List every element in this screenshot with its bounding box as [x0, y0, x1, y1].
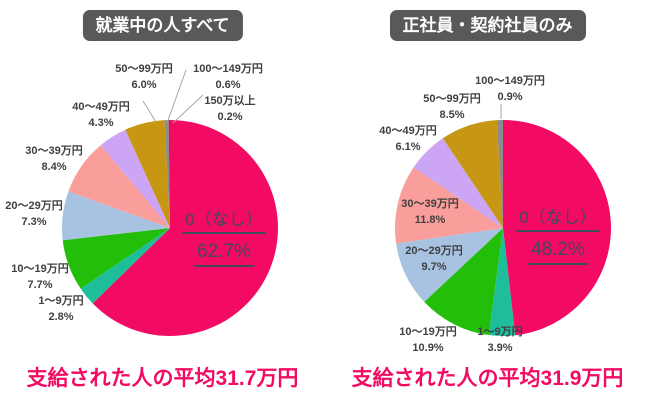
pie-slice-7 — [496, 120, 503, 228]
pie-slice-0 — [92, 120, 278, 336]
pie-slice-0 — [503, 120, 611, 336]
pie-slice-4 — [395, 167, 503, 244]
pie-slice-6 — [442, 120, 503, 228]
pie-slice-6 — [125, 120, 170, 228]
pie-chart-svg — [62, 69, 278, 336]
pie-chart-all-workers: 就業中の人すべて 支給された人の平均31.7万円 0（なし） 62.7% 1〜9万円… — [5, 10, 299, 390]
average-caption: 支給された人の平均31.7万円 — [26, 367, 299, 390]
leader-line — [142, 100, 157, 123]
pie-slice-3 — [396, 228, 503, 302]
pie-slice-3 — [62, 191, 170, 241]
pie-slice-1 — [488, 228, 516, 336]
pie-slice-1 — [80, 228, 170, 304]
pie-slice-5 — [413, 138, 503, 228]
leader-line — [172, 94, 204, 124]
pie-chart-svg — [395, 104, 611, 336]
pie-slice-5 — [100, 129, 170, 228]
leader-line — [166, 69, 187, 124]
pie-slice-7 — [164, 120, 170, 228]
chart-title-badge: 正社員・契約社員のみ — [389, 10, 586, 41]
pie-slice-2 — [62, 228, 170, 289]
pie-chart-regular-contract-employees: 正社員・契約社員のみ 支給された人の平均31.9万円 0（なし） 48.2% 1〜9… — [325, 0, 650, 408]
chart-title-badge: 就業中の人すべて — [82, 10, 243, 41]
pie-slice-8 — [168, 120, 170, 228]
pie-slice-4 — [68, 145, 170, 228]
average-caption: 支給された人の平均31.9万円 — [351, 367, 624, 390]
pie-slice-2 — [424, 228, 503, 336]
